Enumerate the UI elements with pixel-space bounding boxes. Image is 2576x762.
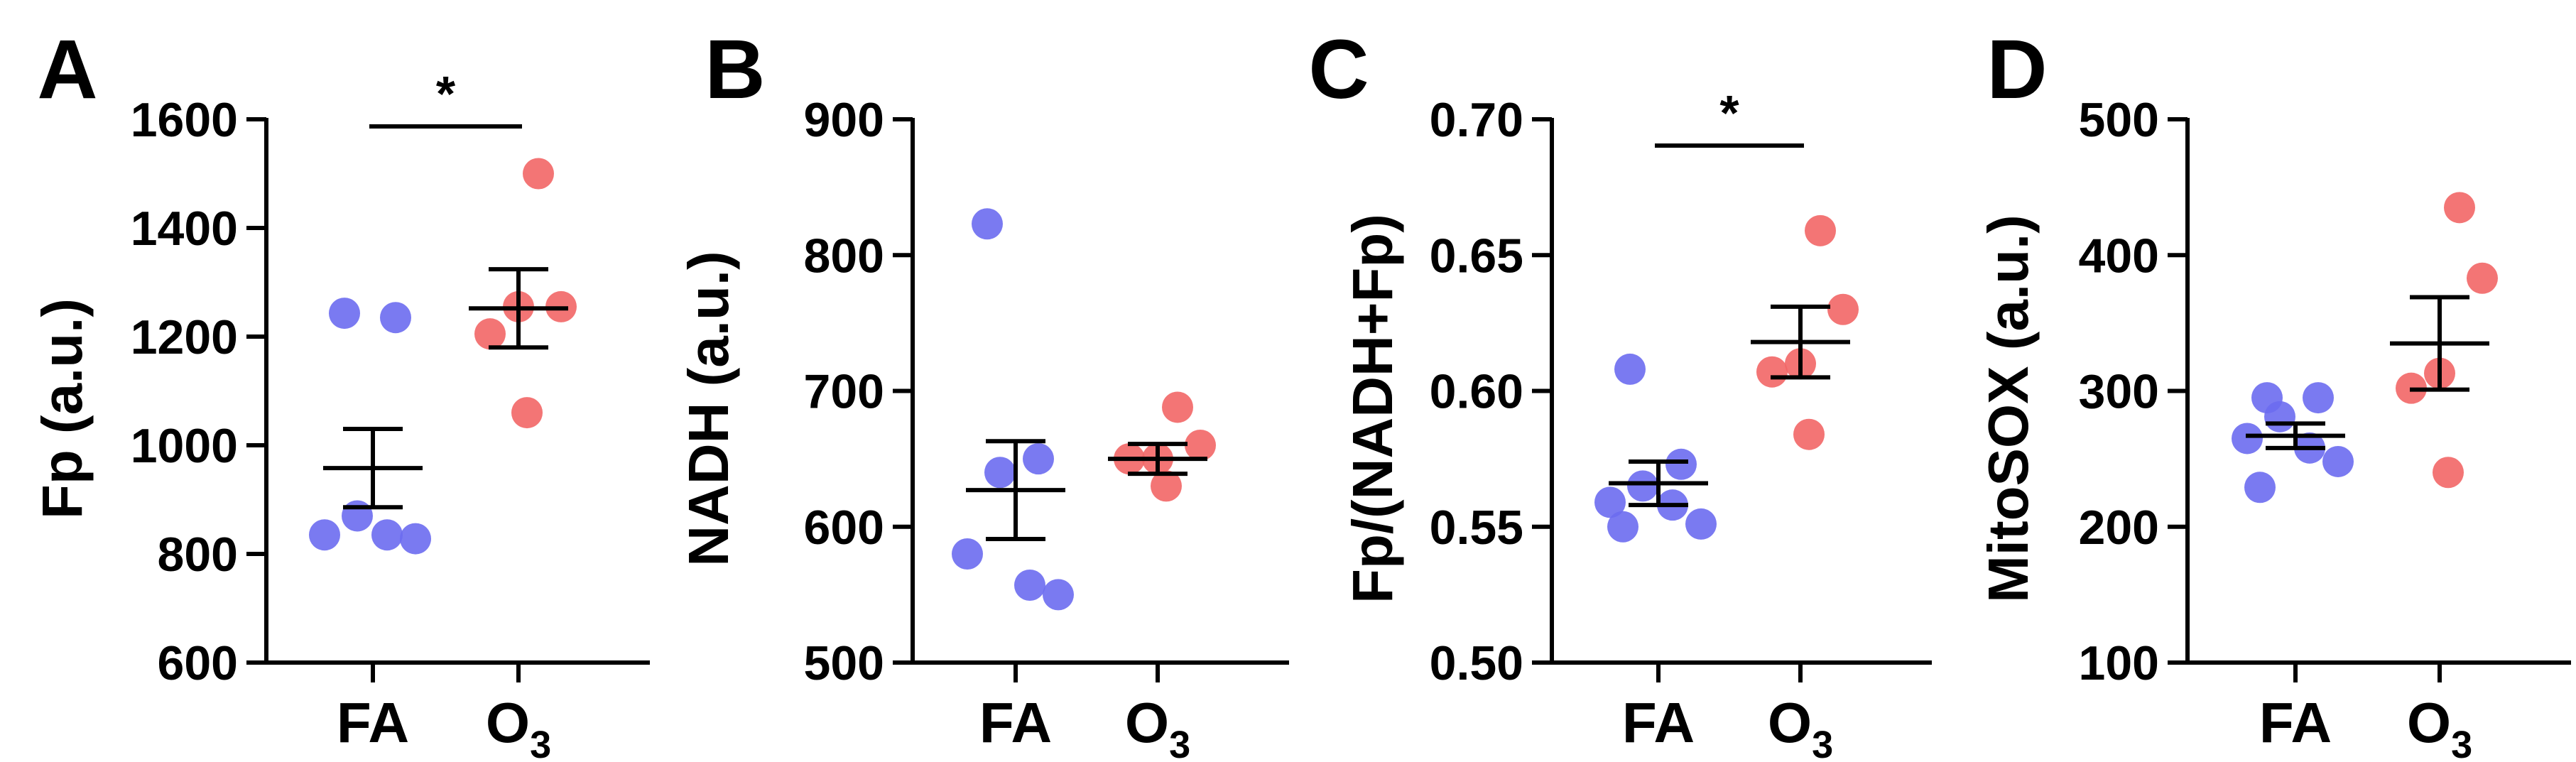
x-tick-label-main: O bbox=[486, 691, 530, 754]
data-point-fa bbox=[1665, 448, 1697, 480]
data-point-fa bbox=[2244, 472, 2276, 504]
y-tick-label: 0.70 bbox=[1430, 93, 1523, 147]
data-point-fa bbox=[329, 298, 360, 330]
data-point-fa bbox=[1043, 579, 1074, 611]
panel-a: A 600 800 1000 1200 1400 1600 FA O3 Fp (a.u.) * bbox=[31, 23, 650, 762]
data-point-fa bbox=[309, 519, 340, 551]
data-point-o3 bbox=[2444, 192, 2475, 224]
data-point-fa bbox=[2232, 423, 2263, 455]
y-tick-label: 900 bbox=[804, 93, 884, 147]
panel-label: D bbox=[1987, 23, 2047, 116]
data-point-o3 bbox=[1151, 470, 1182, 502]
significance-star: * bbox=[1719, 85, 1739, 141]
x-tick-label: FA bbox=[1622, 691, 1695, 754]
y-tick-label: 400 bbox=[2079, 229, 2159, 283]
data-point-o3 bbox=[1162, 391, 1193, 423]
y-tick-label: 800 bbox=[804, 229, 884, 283]
x-tick-label-subscript: 3 bbox=[1812, 724, 1833, 762]
y-tick-label: 1000 bbox=[131, 419, 238, 473]
data-point-o3 bbox=[1185, 430, 1216, 461]
data-point-fa bbox=[400, 523, 431, 555]
data-point-fa bbox=[1607, 511, 1638, 543]
panel-b: B 500 600 700 800 900 FA O3 NADH (a.u.) bbox=[677, 23, 1289, 762]
y-tick-label: 200 bbox=[2079, 501, 2159, 555]
y-tick-label: 600 bbox=[158, 636, 238, 690]
y-tick-label: 300 bbox=[2079, 365, 2159, 419]
data-point-fa bbox=[1594, 486, 1626, 518]
panel-d: D 100 200 300 400 500 FA O3 MitoSOX (a.u.) bbox=[1977, 23, 2571, 762]
y-tick-label: 500 bbox=[2079, 93, 2159, 147]
data-point-fa bbox=[972, 208, 1003, 240]
x-tick-label-main: FA bbox=[979, 691, 1052, 754]
panel-label: A bbox=[37, 23, 97, 116]
panel-label: B bbox=[705, 23, 765, 116]
data-point-o3 bbox=[1793, 418, 1825, 450]
x-tick-label-subscript: 3 bbox=[2451, 724, 2472, 762]
data-point-o3 bbox=[523, 158, 554, 190]
y-tick-label: 1200 bbox=[131, 310, 238, 364]
data-point-fa bbox=[1614, 353, 1646, 385]
data-point-fa bbox=[2322, 445, 2354, 477]
panel-c: C 0.50 0.55 0.60 0.65 0.70 FA O3 Fp/(NADH+Fp) * bbox=[1308, 23, 1932, 762]
data-point-o3 bbox=[1756, 356, 1788, 388]
data-point-o3 bbox=[2433, 457, 2464, 489]
data-point-fa bbox=[380, 302, 411, 334]
data-point-fa bbox=[1685, 508, 1717, 540]
data-point-o3 bbox=[1827, 293, 1859, 325]
y-axis-title: MitoSOX (a.u.) bbox=[1977, 214, 2040, 603]
x-tick-label-main: O bbox=[1768, 691, 1812, 754]
x-tick-label: O3 bbox=[2407, 691, 2472, 762]
y-tick-label: 500 bbox=[804, 636, 884, 690]
y-tick-label: 700 bbox=[804, 365, 884, 419]
x-tick-label-main: FA bbox=[1622, 691, 1695, 754]
x-tick-label-main: FA bbox=[2259, 691, 2332, 754]
data-point-fa bbox=[371, 519, 403, 551]
x-tick-label: O3 bbox=[486, 691, 551, 762]
y-axis-title: Fp (a.u.) bbox=[31, 298, 94, 519]
data-point-o3 bbox=[474, 318, 506, 350]
y-tick-label: 600 bbox=[804, 501, 884, 555]
y-tick-label: 1600 bbox=[131, 93, 238, 147]
data-point-o3 bbox=[511, 397, 543, 429]
significance-star: * bbox=[436, 66, 456, 121]
data-point-o3 bbox=[1805, 214, 1836, 246]
x-tick-label: O3 bbox=[1125, 691, 1190, 762]
y-tick-label: 0.60 bbox=[1430, 365, 1523, 419]
x-tick-label-subscript: 3 bbox=[1169, 724, 1190, 762]
data-point-o3 bbox=[2467, 262, 2498, 294]
data-point-fa bbox=[1014, 569, 1045, 601]
y-tick-label: 100 bbox=[2079, 636, 2159, 690]
y-tick-label: 1400 bbox=[131, 202, 238, 256]
x-tick-label-main: O bbox=[2407, 691, 2451, 754]
x-tick-label-subscript: 3 bbox=[530, 724, 551, 762]
data-point-fa bbox=[952, 538, 983, 570]
data-point-fa bbox=[1627, 470, 1658, 502]
y-tick-label: 800 bbox=[158, 528, 238, 582]
data-point-fa bbox=[1023, 443, 1054, 475]
panel-label: C bbox=[1308, 23, 1369, 116]
y-tick-label: 0.50 bbox=[1430, 636, 1523, 690]
y-tick-label: 0.65 bbox=[1430, 229, 1523, 283]
x-tick-label-main: FA bbox=[337, 691, 409, 754]
x-tick-label: O3 bbox=[1768, 691, 1833, 762]
y-axis-title: NADH (a.u.) bbox=[677, 251, 740, 566]
data-point-fa bbox=[2264, 401, 2295, 432]
x-tick-label: FA bbox=[337, 691, 409, 754]
x-tick-label: FA bbox=[2259, 691, 2332, 754]
y-tick-label: 0.55 bbox=[1430, 501, 1523, 555]
x-tick-label-main: O bbox=[1125, 691, 1169, 754]
data-point-fa bbox=[984, 457, 1016, 489]
data-point-fa bbox=[2303, 382, 2334, 414]
x-tick-label: FA bbox=[979, 691, 1052, 754]
y-axis-title: Fp/(NADH+Fp) bbox=[1341, 214, 1404, 604]
data-point-fa bbox=[342, 500, 373, 532]
